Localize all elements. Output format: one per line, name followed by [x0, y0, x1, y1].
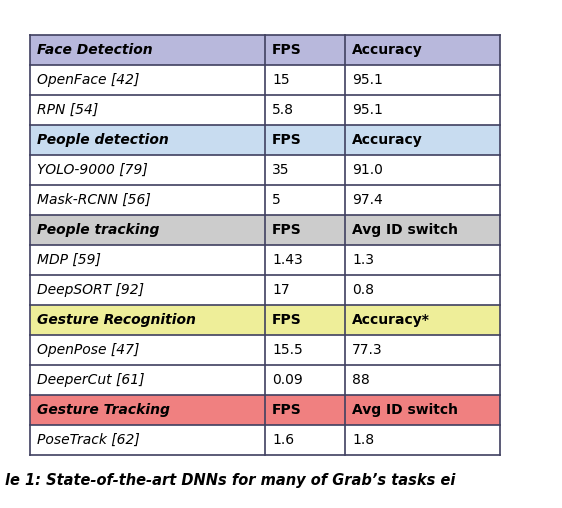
Text: 88: 88	[352, 373, 370, 387]
Text: YOLO-9000 [79]: YOLO-9000 [79]	[37, 163, 148, 177]
Bar	[30, 125, 265, 155]
Bar	[265, 335, 345, 365]
Bar	[265, 155, 345, 185]
Text: OpenPose [47]: OpenPose [47]	[37, 343, 139, 357]
Text: Gesture Recognition: Gesture Recognition	[37, 313, 196, 327]
Text: MDP [59]: MDP [59]	[37, 253, 101, 267]
Bar	[345, 275, 500, 305]
Bar	[30, 95, 265, 125]
Bar	[345, 305, 500, 335]
Text: 5: 5	[272, 193, 281, 207]
Bar	[30, 215, 265, 245]
Bar	[265, 425, 345, 455]
Bar	[30, 365, 265, 395]
Bar	[345, 395, 500, 425]
Text: Accuracy: Accuracy	[352, 43, 423, 57]
Text: 77.3: 77.3	[352, 343, 383, 357]
Bar	[345, 155, 500, 185]
Text: 15: 15	[272, 73, 289, 87]
Text: Face Detection: Face Detection	[37, 43, 153, 57]
Text: 95.1: 95.1	[352, 103, 383, 117]
Bar	[30, 305, 265, 335]
Text: 97.4: 97.4	[352, 193, 383, 207]
Bar	[30, 425, 265, 455]
Text: Avg ID switch: Avg ID switch	[352, 223, 458, 237]
Text: 17: 17	[272, 283, 289, 297]
Text: FPS: FPS	[272, 43, 302, 57]
Bar	[30, 185, 265, 215]
Bar	[345, 185, 500, 215]
Bar	[265, 305, 345, 335]
Text: 1.43: 1.43	[272, 253, 303, 267]
Bar	[345, 95, 500, 125]
Bar	[345, 245, 500, 275]
Text: FPS: FPS	[272, 223, 302, 237]
Text: RPN [54]: RPN [54]	[37, 103, 98, 117]
Bar	[265, 245, 345, 275]
Bar	[30, 335, 265, 365]
Text: People detection: People detection	[37, 133, 169, 147]
Text: 0.8: 0.8	[352, 283, 374, 297]
Text: 91.0: 91.0	[352, 163, 383, 177]
Text: Accuracy*: Accuracy*	[352, 313, 430, 327]
Bar	[265, 395, 345, 425]
Bar	[265, 275, 345, 305]
Text: 15.5: 15.5	[272, 343, 303, 357]
Text: Accuracy: Accuracy	[352, 133, 423, 147]
Text: FPS: FPS	[272, 403, 302, 417]
Bar	[345, 125, 500, 155]
Bar	[30, 65, 265, 95]
Bar	[345, 215, 500, 245]
Bar	[345, 335, 500, 365]
Text: Avg ID switch: Avg ID switch	[352, 403, 458, 417]
Bar	[265, 35, 345, 65]
Text: FPS: FPS	[272, 313, 302, 327]
Bar	[265, 365, 345, 395]
Bar	[265, 125, 345, 155]
Bar	[30, 35, 265, 65]
Text: 1.8: 1.8	[352, 433, 374, 447]
Bar	[265, 95, 345, 125]
Bar	[30, 395, 265, 425]
Text: OpenFace [42]: OpenFace [42]	[37, 73, 139, 87]
Text: le 1: State-of-the-art DNNs for many of Grab’s tasks ei: le 1: State-of-the-art DNNs for many of …	[5, 473, 455, 488]
Bar	[265, 65, 345, 95]
Text: 95.1: 95.1	[352, 73, 383, 87]
Bar	[265, 185, 345, 215]
Text: 1.6: 1.6	[272, 433, 294, 447]
Bar	[30, 275, 265, 305]
Bar	[345, 365, 500, 395]
Text: DeeperCut [61]: DeeperCut [61]	[37, 373, 144, 387]
Text: 1.3: 1.3	[352, 253, 374, 267]
Text: People tracking: People tracking	[37, 223, 160, 237]
Bar	[345, 425, 500, 455]
Bar	[30, 155, 265, 185]
Text: Gesture Tracking: Gesture Tracking	[37, 403, 170, 417]
Bar	[345, 35, 500, 65]
Text: 5.8: 5.8	[272, 103, 294, 117]
Bar	[30, 245, 265, 275]
Text: Mask-RCNN [56]: Mask-RCNN [56]	[37, 193, 151, 207]
Bar	[265, 215, 345, 245]
Text: 35: 35	[272, 163, 289, 177]
Bar	[345, 65, 500, 95]
Text: FPS: FPS	[272, 133, 302, 147]
Text: DeepSORT [92]: DeepSORT [92]	[37, 283, 144, 297]
Text: PoseTrack [62]: PoseTrack [62]	[37, 433, 140, 447]
Text: 0.09: 0.09	[272, 373, 303, 387]
